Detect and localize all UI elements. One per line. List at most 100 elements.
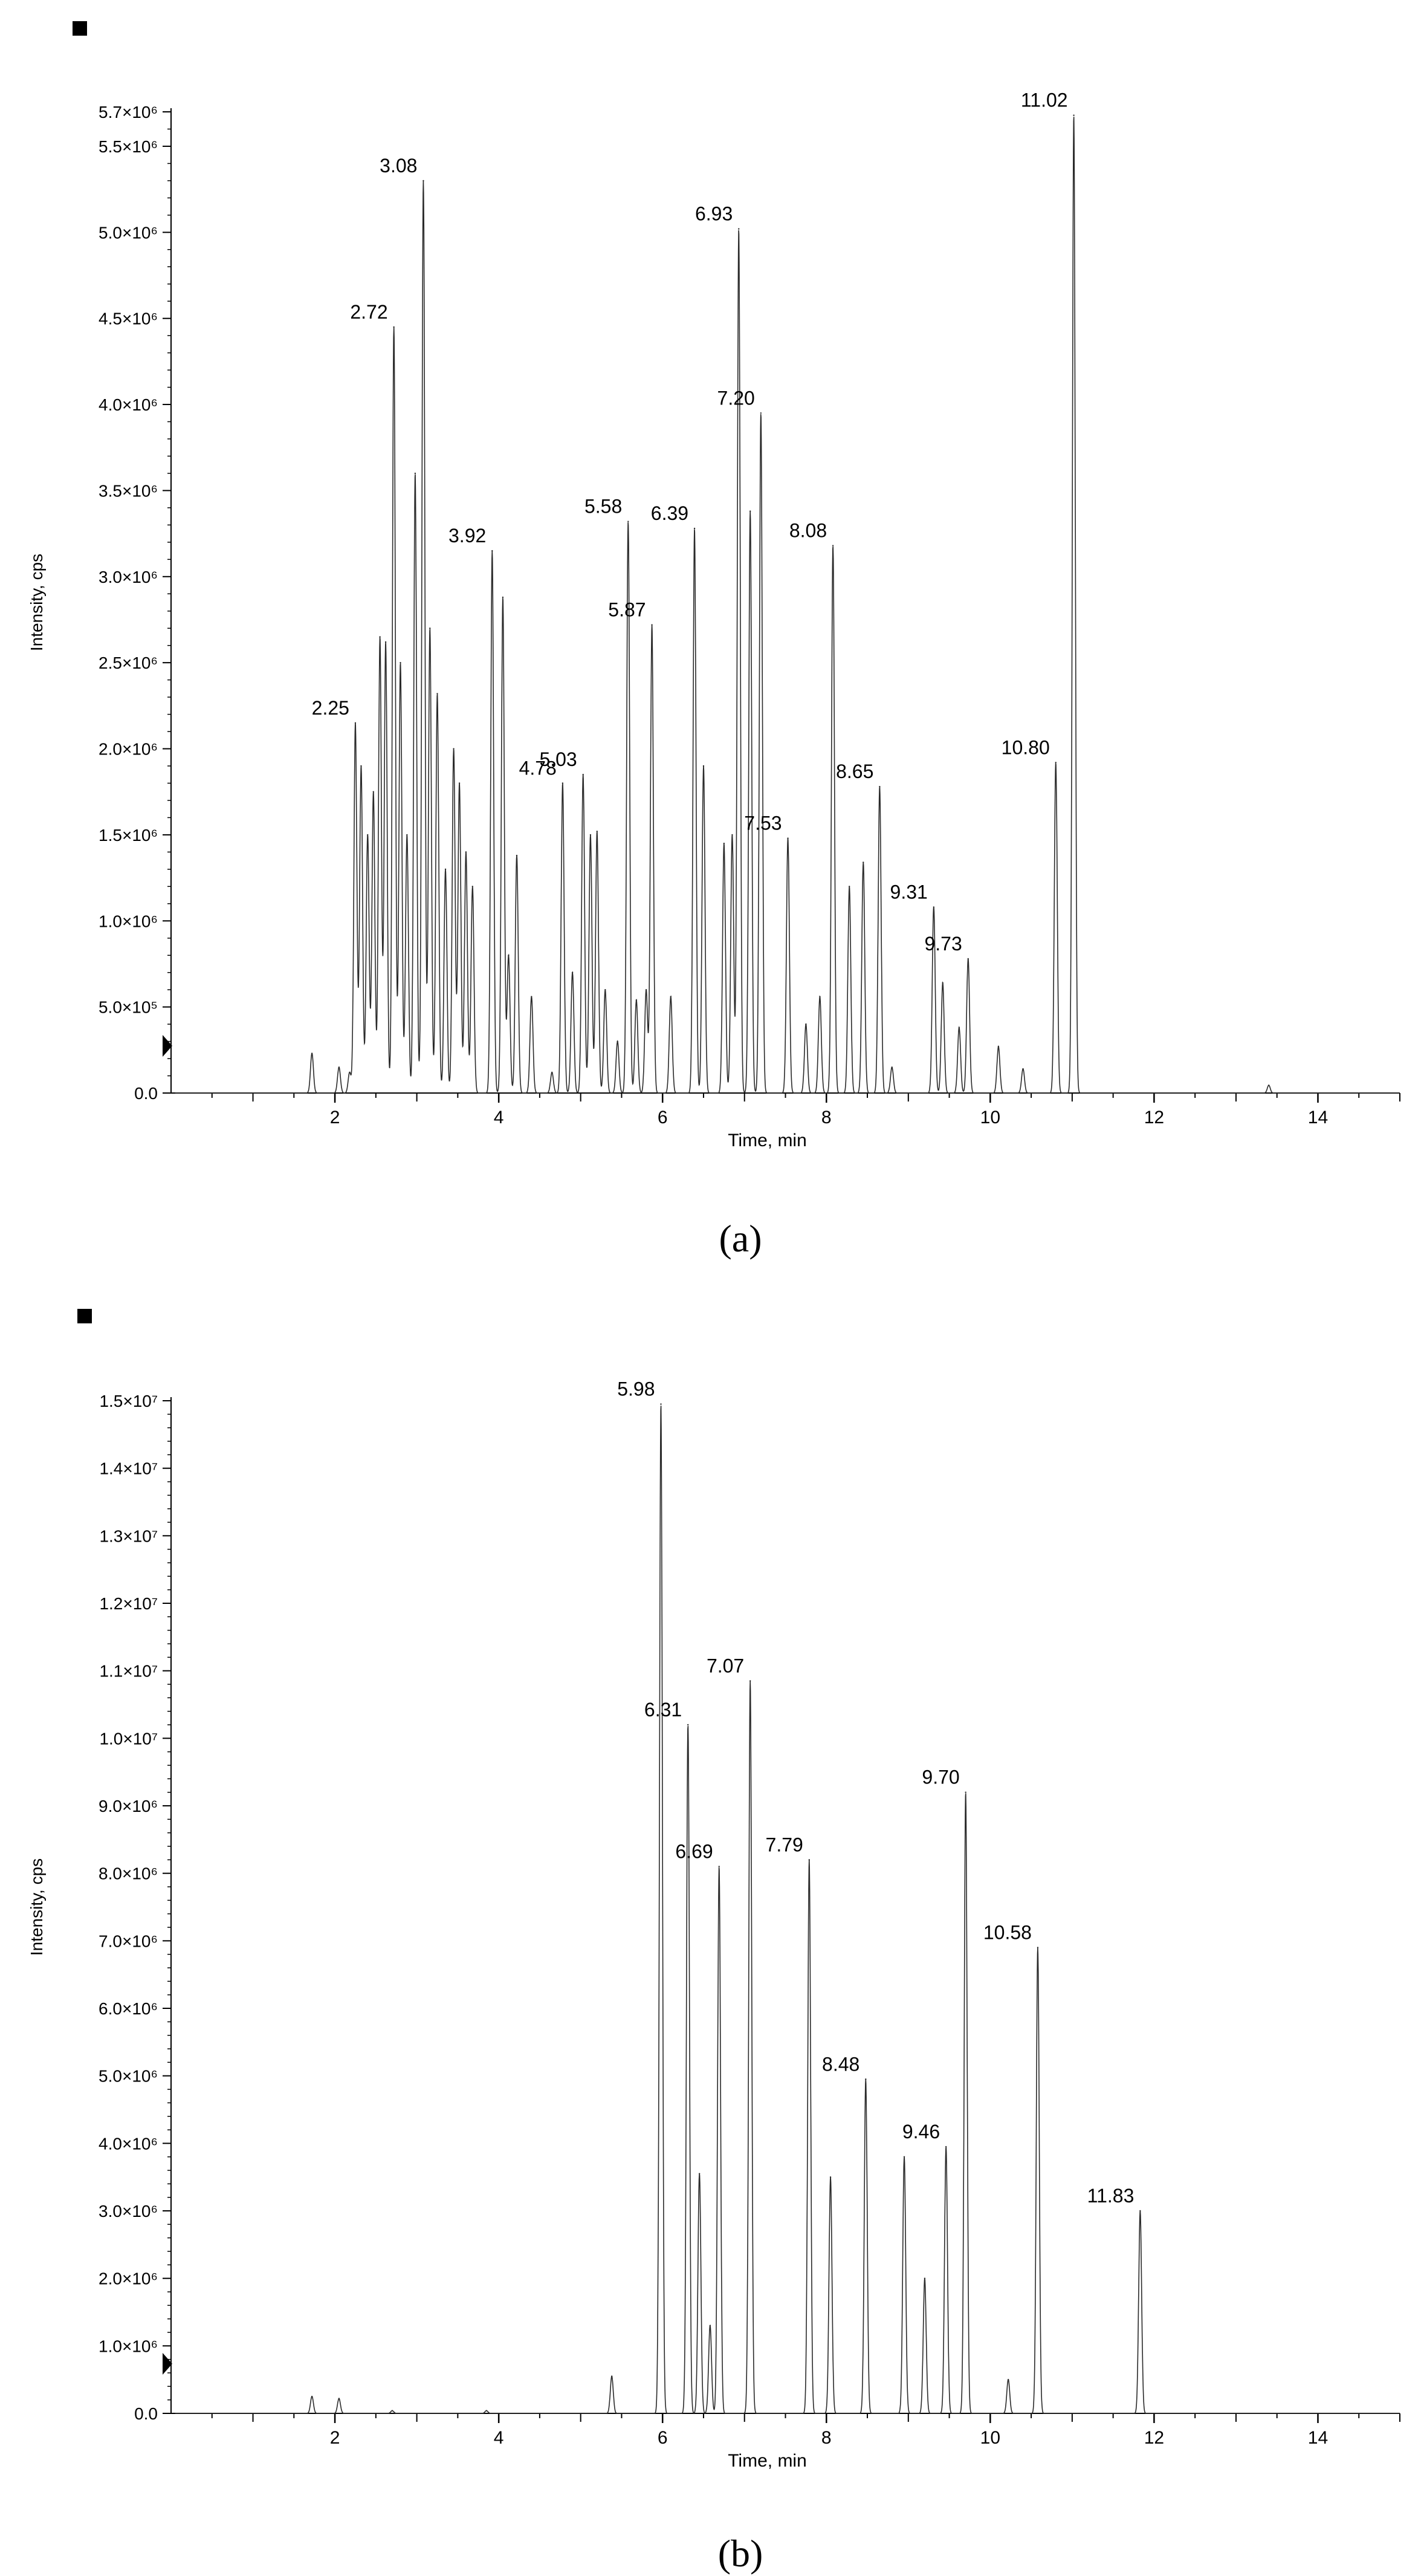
peak-point: [832, 545, 834, 547]
peak-point: [1022, 1068, 1024, 1070]
y-tick-label: 4.0×10⁶: [99, 2134, 158, 2153]
x-axis-label: Time, min: [728, 2451, 807, 2471]
x-tick-label: 10: [980, 1108, 1000, 1127]
peak-label: 5.98: [617, 1378, 655, 1400]
peak-point: [384, 641, 387, 643]
y-tick-label: 2.0×10⁶: [99, 2269, 158, 2288]
peak-point: [645, 988, 647, 991]
peak-point: [502, 596, 504, 599]
peak-point: [354, 722, 357, 724]
peak-point: [311, 1053, 313, 1054]
chart-panel-a: 2 4 6 8 10 12 14 0.0 5.0×10⁵ 1.0×10⁶ 1.5×10⁶ 2.0×10…: [27, 21, 1400, 1260]
peak-label: 9.70: [922, 1767, 959, 1788]
x-tick-label: 4: [494, 2428, 504, 2448]
peak-label: 6.31: [644, 1699, 682, 1721]
peak-point: [531, 996, 532, 998]
peak-point: [698, 2173, 701, 2175]
peak-label: 5.03: [539, 748, 577, 770]
chromatogram-trace: [175, 1406, 1400, 2414]
peak-label: 6.69: [675, 1841, 713, 1863]
x-axis-label: Time, min: [728, 1131, 807, 1150]
peak-point: [1267, 1084, 1270, 1086]
peak-point: [406, 834, 408, 836]
y-tick-label: 5.0×10⁶: [99, 2067, 158, 2086]
peak-point: [723, 842, 725, 845]
peak-point: [702, 765, 705, 767]
y-axis-label: Intensity, cps: [27, 554, 46, 651]
peak-point: [805, 1023, 807, 1025]
y-tick-label: 1.1×10⁷: [99, 1662, 158, 1681]
x-tick-label: 6: [658, 2428, 668, 2448]
peak-label: 2.72: [350, 301, 387, 323]
y-tick-label: 2.0×10⁶: [99, 740, 158, 759]
peak-point: [610, 2375, 613, 2377]
y-tick-label: 5.5×10⁶: [99, 137, 158, 156]
peak-point: [596, 831, 598, 832]
peak-point: [516, 854, 518, 857]
peak-point: [670, 996, 672, 998]
peak-label: 7.79: [766, 1834, 803, 1855]
peak-point: [967, 958, 969, 960]
peak-point: [422, 180, 424, 182]
y-tick-label: 5.0×10⁵: [99, 998, 158, 1017]
peak-point: [338, 1066, 340, 1068]
peak-point: [617, 1040, 618, 1042]
peak-point: [945, 2146, 947, 2148]
peak-label: 7.07: [707, 1655, 744, 1676]
y-tick-label: 5.0×10⁶: [99, 223, 158, 242]
peak-point: [651, 624, 653, 626]
panel-caption: (a): [719, 1217, 762, 1260]
peak-point: [372, 791, 374, 793]
peak-point: [760, 412, 762, 414]
peak-point: [942, 982, 944, 984]
x-tick-label: 4: [494, 1108, 504, 1127]
y-tick-label: 3.0×10⁶: [99, 2202, 158, 2221]
y-tick-label: 3.5×10⁶: [99, 481, 158, 500]
peak-point: [863, 861, 864, 863]
peak-point: [1037, 1947, 1039, 1948]
y-tick-label: 0.0: [134, 2404, 158, 2423]
peak-point: [349, 1071, 351, 1074]
peak-point: [360, 765, 362, 767]
peak-point: [749, 1680, 751, 1682]
peak-point: [453, 748, 455, 750]
peak-point: [465, 851, 467, 853]
peak-label: 8.65: [836, 761, 873, 782]
peak-point: [808, 1859, 811, 1861]
peak-label: 9.73: [924, 933, 962, 955]
peak-label: 7.53: [744, 813, 782, 834]
peak-point: [571, 972, 574, 973]
panel-marker-icon: [77, 1309, 92, 1323]
peak-label: 10.58: [983, 1922, 1032, 1944]
peak-point: [436, 693, 438, 695]
panel-marker-icon: [73, 21, 87, 36]
y-tick-label: 1.4×10⁷: [99, 1459, 158, 1478]
x-tick-label: 12: [1144, 1108, 1164, 1127]
peak-label: 10.80: [1002, 736, 1050, 758]
peak-label: 4.78: [519, 757, 557, 779]
x-tick-label: 2: [330, 1108, 340, 1127]
y-tick-label: 8.0×10⁶: [99, 1864, 158, 1883]
y-tick-label: 1.0×10⁷: [99, 1729, 158, 1748]
peak-point: [1055, 762, 1057, 764]
x-tick-label: 10: [980, 2428, 1000, 2448]
x-tick-label: 14: [1308, 1108, 1328, 1127]
peak-point: [338, 2398, 340, 2399]
y-tick-label: 2.5×10⁶: [99, 654, 158, 672]
peak-point: [393, 326, 395, 328]
peak-point: [635, 999, 638, 1001]
y-tick-label: 4.0×10⁶: [99, 395, 158, 414]
y-tick-label: 1.5×10⁶: [99, 826, 158, 845]
y-tick-label: 5.7×10⁶: [99, 103, 158, 122]
peak-point: [903, 2156, 905, 2158]
y-tick-label: 1.0×10⁶: [99, 912, 158, 930]
peak-point: [865, 2078, 867, 2080]
peak-point: [997, 1045, 1000, 1048]
y-tick-label: 1.0×10⁶: [99, 2337, 158, 2355]
peak-point: [709, 2325, 711, 2327]
x-tick-label: 8: [821, 2428, 832, 2448]
axis-arrow-icon: [163, 1035, 172, 1057]
peak-point: [444, 868, 447, 871]
peak-point: [508, 955, 510, 956]
peak-point: [414, 472, 416, 475]
